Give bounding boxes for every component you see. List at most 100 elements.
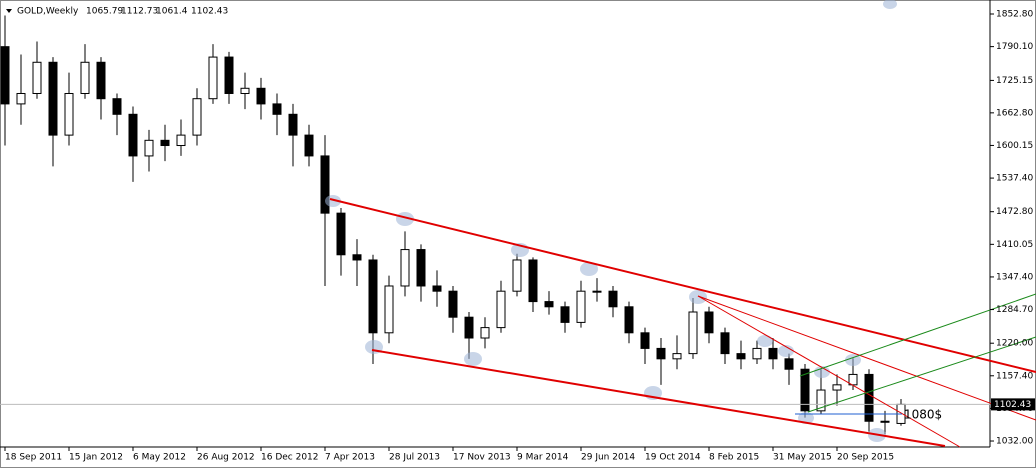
upper-channel-line <box>329 198 1036 373</box>
candle-body <box>416 249 426 287</box>
candle-body <box>592 290 602 293</box>
x-tick-label: 15 Jan 2012 <box>69 453 123 463</box>
y-tick-label: 1472.80 <box>996 207 1033 217</box>
x-tick-label: 6 May 2012 <box>133 453 186 463</box>
candle-body <box>800 368 810 412</box>
candle-body <box>864 373 874 422</box>
y-tick-label: 1284.70 <box>996 305 1033 315</box>
candle-body <box>464 316 474 339</box>
ellipse <box>845 354 861 366</box>
header-high: 1112.73 <box>121 7 158 17</box>
candle-body <box>496 290 506 329</box>
green-line <box>799 293 1036 377</box>
price-label: 1102.43 <box>994 400 1031 410</box>
candle-body <box>192 98 202 136</box>
candle-body <box>240 87 250 94</box>
y-tick-label: 1662.80 <box>996 108 1033 118</box>
candle-body <box>512 259 522 292</box>
candle-body <box>288 113 298 136</box>
candle-body <box>880 420 890 423</box>
candle-body <box>432 285 442 292</box>
candle-body <box>624 306 634 334</box>
candle-body <box>720 332 730 355</box>
candle-body <box>80 61 90 94</box>
y-tick-label: 1410.05 <box>996 240 1033 250</box>
y-tick-label: 1220.00 <box>996 339 1033 349</box>
x-tick-label: 20 Sep 2015 <box>837 453 894 463</box>
x-tick-label: 18 Sep 2011 <box>5 453 62 463</box>
x-tick-label: 28 Jul 2013 <box>389 453 440 463</box>
candle-body <box>656 347 666 360</box>
candle-body <box>544 301 554 308</box>
candle-body <box>608 290 618 308</box>
candle-body <box>176 134 186 147</box>
candle-body <box>640 332 650 349</box>
candle-body <box>304 134 314 157</box>
ellipse <box>464 352 482 366</box>
price-box <box>991 398 1035 411</box>
ellipse <box>883 0 897 9</box>
candle-body <box>272 103 282 115</box>
ellipse <box>325 195 341 207</box>
candle-body <box>560 306 570 323</box>
fan-line <box>697 295 961 448</box>
candle-body <box>400 249 410 287</box>
x-tick-label: 16 Dec 2012 <box>261 453 319 463</box>
x-tick-label: 19 Oct 2014 <box>645 453 701 463</box>
candle-body <box>816 389 826 412</box>
candle-body <box>144 139 154 157</box>
y-tick-label: 1032.00 <box>996 437 1033 447</box>
candle-body <box>32 61 42 94</box>
header-close: 1102.43 <box>191 7 228 17</box>
y-tick-label: 1157.40 <box>996 371 1033 381</box>
x-tick-label: 7 Apr 2013 <box>325 453 375 463</box>
ellipse <box>689 290 707 304</box>
candle-body <box>752 347 762 360</box>
fan-line <box>697 295 1036 421</box>
y-tick-label: 1600.15 <box>996 141 1033 151</box>
annotation: 1080$ <box>904 408 942 422</box>
candle-body <box>736 353 746 360</box>
candle-body <box>784 358 794 370</box>
candle-body <box>160 139 170 147</box>
candle-body <box>224 56 234 94</box>
header-open: 1065.79 <box>86 7 123 17</box>
candle-body <box>704 311 714 334</box>
candle-body <box>480 327 490 339</box>
ellipse <box>778 345 794 357</box>
candle-body <box>16 92 26 105</box>
lower-channel-line <box>371 349 946 447</box>
ellipse <box>798 412 814 424</box>
ellipse <box>580 262 598 276</box>
candle-body <box>368 259 378 334</box>
x-tick-label: 26 Aug 2012 <box>197 453 255 463</box>
header-low: 1061.4 <box>156 7 188 17</box>
candle-body <box>128 113 138 157</box>
candle-body <box>64 92 74 136</box>
candle-body <box>208 56 218 100</box>
candle-body <box>688 311 698 355</box>
ellipse <box>757 335 773 347</box>
y-tick-label: 1790.10 <box>996 42 1033 52</box>
menu-arrow <box>6 9 12 13</box>
candle-body <box>672 353 682 360</box>
chart-title: GOLD,Weekly <box>17 7 79 17</box>
green-line <box>807 336 1036 413</box>
candle-body <box>448 290 458 318</box>
x-tick-label: 31 May 2015 <box>773 453 832 463</box>
x-tick-label: 9 Mar 2014 <box>517 453 569 463</box>
trendlines <box>325 0 1036 448</box>
candle-body <box>528 259 538 303</box>
candle-body <box>96 61 106 100</box>
candle-body <box>352 254 362 261</box>
candle-body <box>48 61 58 136</box>
x-tick-label: 8 Feb 2015 <box>709 453 759 463</box>
candle-body <box>256 87 266 105</box>
candle-body <box>832 384 842 391</box>
candle-body <box>336 212 346 256</box>
y-tick-label: 1347.40 <box>996 272 1033 282</box>
candle-body <box>768 347 778 360</box>
x-tick-label: 17 Nov 2013 <box>453 453 511 463</box>
